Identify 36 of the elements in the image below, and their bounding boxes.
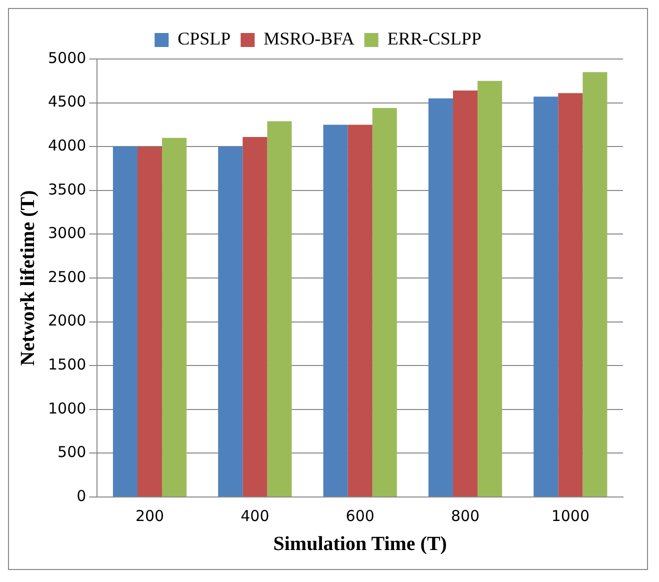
- bar: [267, 121, 292, 496]
- bar: [137, 146, 162, 496]
- y-tick-label: 4000: [48, 136, 86, 154]
- bar: [162, 138, 187, 496]
- x-tick-label: 200: [135, 506, 164, 525]
- x-axis-title: Simulation Time (T): [273, 533, 447, 556]
- y-axis-title: Network lifetime (T): [17, 190, 40, 366]
- y-tick-label: 2000: [48, 312, 86, 330]
- y-tick-label: 2500: [48, 268, 86, 286]
- y-tick-label: 500: [58, 443, 86, 462]
- y-tick-label: 1000: [48, 399, 86, 418]
- y-tick-label: 4500: [48, 92, 86, 111]
- bar: [428, 98, 453, 496]
- y-tick-label: 0: [76, 486, 86, 505]
- bar: [582, 72, 608, 496]
- legend-label: MSRO-BFA: [264, 28, 354, 49]
- y-tick-label: 5000: [48, 48, 86, 67]
- x-tick-label: 800: [450, 506, 480, 525]
- bar: [348, 124, 372, 496]
- legend-label: CPSLP: [178, 28, 231, 49]
- x-tick-label: 600: [346, 506, 374, 525]
- y-tick-label: 3000: [48, 224, 86, 242]
- y-tick-label: 1500: [48, 355, 86, 374]
- bar: [218, 146, 243, 496]
- bar: [534, 96, 558, 496]
- bar: [323, 124, 348, 496]
- bar: [372, 108, 397, 496]
- bar: [112, 146, 138, 496]
- bar: [478, 80, 502, 496]
- bar: [452, 90, 478, 496]
- bar: [242, 136, 268, 496]
- x-tick-label: 1000: [551, 506, 590, 525]
- bar: [558, 93, 583, 496]
- x-tick-label: 400: [240, 506, 270, 525]
- legend-label: ERR-CSLPP: [387, 28, 482, 49]
- y-tick-label: 3500: [48, 180, 86, 198]
